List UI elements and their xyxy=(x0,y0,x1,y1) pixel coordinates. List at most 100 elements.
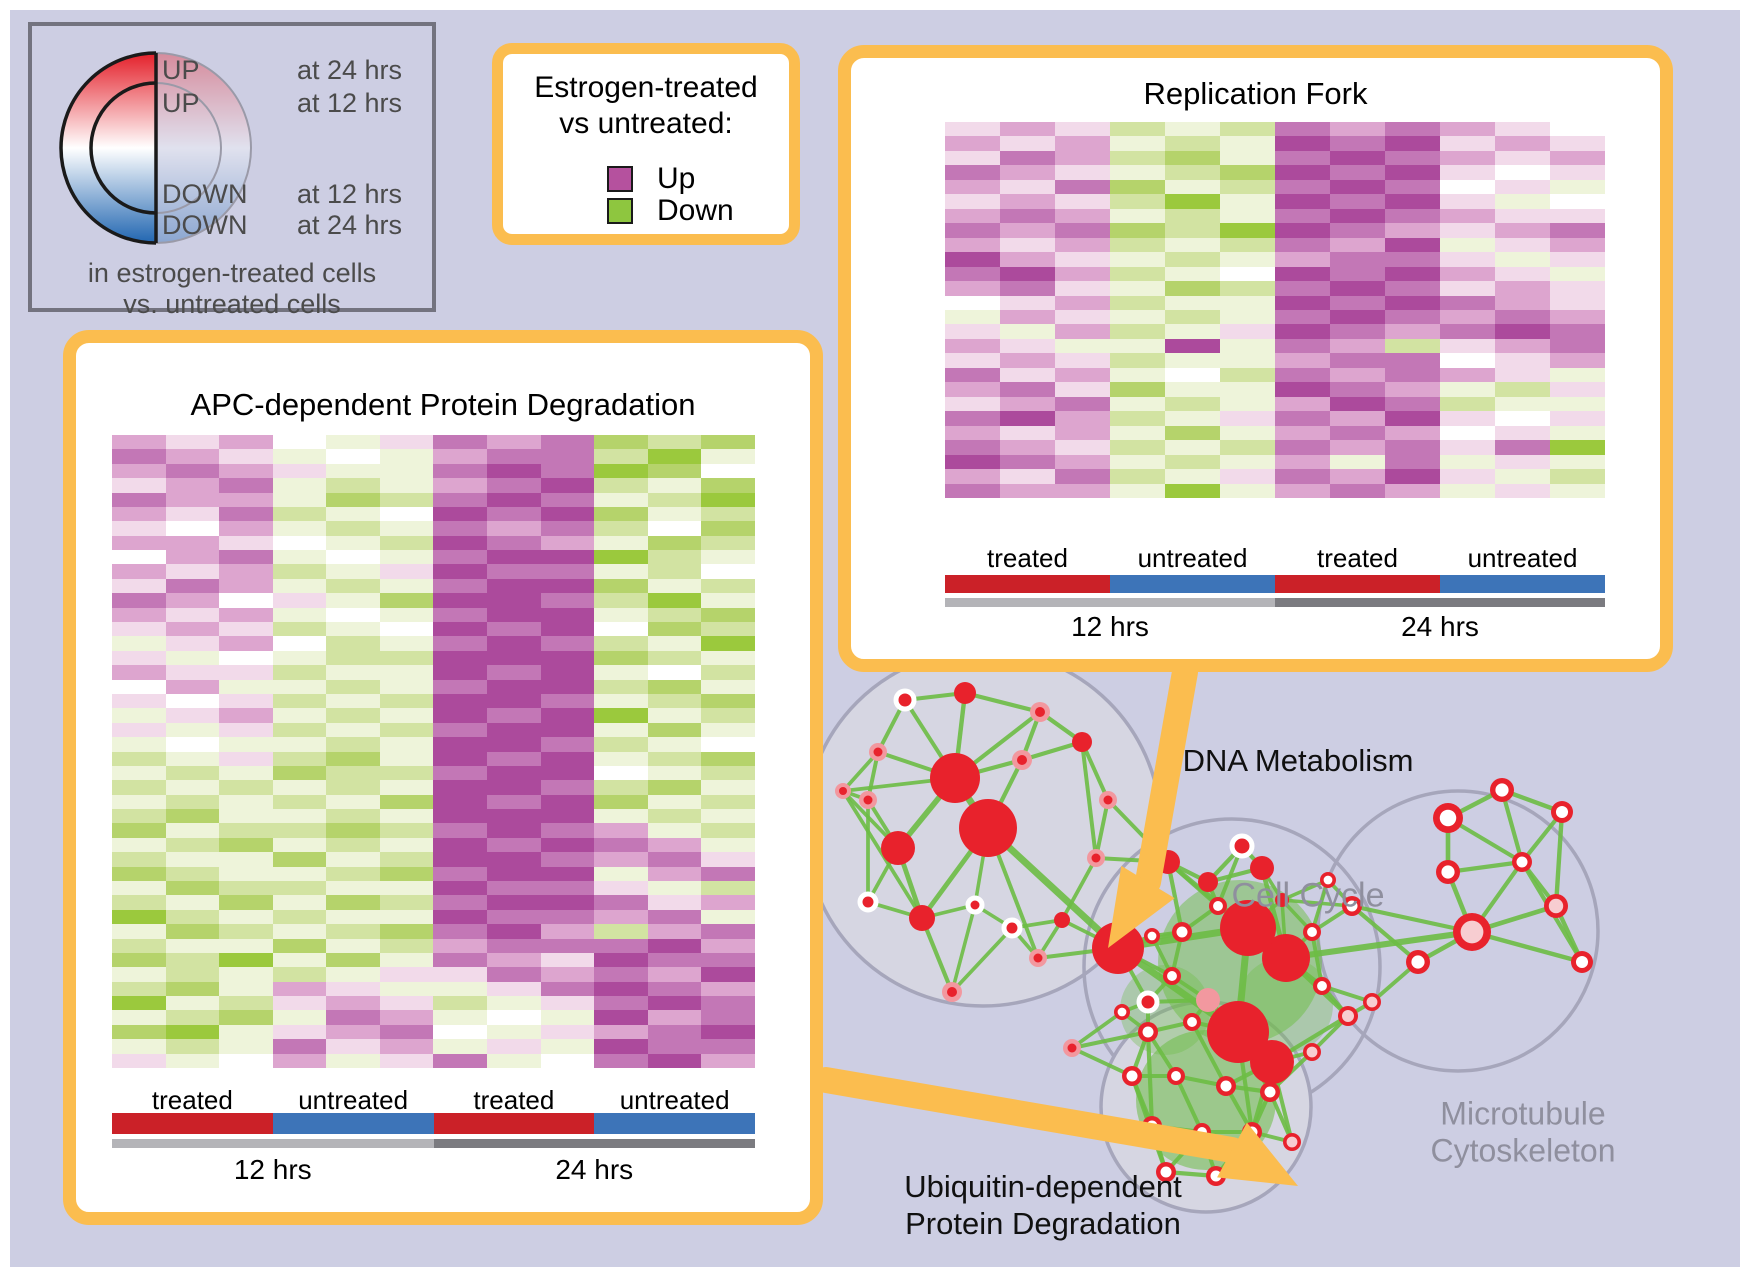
heatmap-cell xyxy=(219,435,273,450)
heatmap-cell xyxy=(1330,469,1385,484)
heatmap-cell xyxy=(272,737,327,752)
heatmap-cell xyxy=(379,564,434,579)
heatmap-cell xyxy=(1055,411,1110,426)
heatmap-cell xyxy=(1550,440,1605,455)
heatmap-cell xyxy=(1165,122,1220,137)
heatmap-cell xyxy=(219,578,273,594)
heatmap-cell xyxy=(487,449,541,464)
treatment-color-bar xyxy=(433,1113,595,1134)
heatmap-cell xyxy=(326,938,380,953)
heatmap-cell xyxy=(379,550,434,565)
heatmap-cell xyxy=(1055,295,1110,310)
heatmap-cell xyxy=(1385,440,1440,455)
heatmap-cell xyxy=(594,1010,648,1025)
heatmap-cell xyxy=(540,852,595,867)
heatmap-cell xyxy=(1165,469,1220,484)
heatmap-cell xyxy=(647,593,702,608)
heatmap-cell xyxy=(1110,367,1165,383)
estrogen-title-line1: Estrogen-treated xyxy=(534,71,758,104)
heatmap-cell xyxy=(1000,194,1055,209)
heatmap-cell xyxy=(1385,194,1440,209)
heatmap-cell xyxy=(1000,295,1055,310)
heatmap-cell xyxy=(165,578,220,594)
heatmap-cell xyxy=(1385,223,1440,238)
heatmap-cell xyxy=(1330,440,1385,455)
heatmap-cell xyxy=(647,521,702,536)
heatmap-cell xyxy=(701,952,755,968)
heatmap-cell xyxy=(1330,324,1385,339)
heatmap-cell xyxy=(1330,266,1385,282)
heatmap-cell xyxy=(379,952,434,968)
heatmap-cell xyxy=(1275,223,1330,238)
heatmap-cell xyxy=(1330,223,1385,238)
heatmap-cell xyxy=(219,607,273,623)
heatmap-cell xyxy=(1220,208,1275,224)
heatmap-cell xyxy=(1550,208,1605,224)
heatmap-cell xyxy=(594,981,648,997)
heatmap-cell xyxy=(701,478,755,493)
heatmap-cell xyxy=(945,338,1000,354)
heatmap-cell xyxy=(326,665,380,680)
heatmap-cell xyxy=(647,478,702,493)
heatmap-cell xyxy=(433,952,488,968)
heatmap-cell xyxy=(1165,179,1220,195)
heatmap-cell xyxy=(540,708,595,723)
legend-dir: DOWN xyxy=(162,179,248,209)
heatmap-cell xyxy=(1275,367,1330,383)
heatmap-cell xyxy=(1275,179,1330,195)
heatmap-cell xyxy=(487,765,541,781)
heatmap-cell xyxy=(272,852,327,867)
heatmap-cell xyxy=(112,866,166,881)
heatmap-cell xyxy=(701,1010,755,1025)
heatmap-cell xyxy=(1110,483,1165,498)
heatmap-cell xyxy=(379,506,434,522)
heatmap-cell xyxy=(379,794,434,810)
heatmap-cell xyxy=(165,924,220,939)
heatmap-cell xyxy=(701,996,755,1011)
heatmap-cell xyxy=(326,737,380,752)
heatmap-cell xyxy=(326,535,380,551)
heatmap-cell xyxy=(326,521,380,536)
heatmap-cell xyxy=(647,679,702,694)
heatmap-cell xyxy=(1165,223,1220,238)
heatmap-cell xyxy=(1385,425,1440,441)
heatmap-cell xyxy=(1110,382,1165,397)
heatmap-cell xyxy=(433,809,488,824)
heatmap-cell xyxy=(326,593,380,608)
heatmap-cell xyxy=(594,751,648,766)
heatmap-cell xyxy=(112,809,166,824)
heatmap-cell xyxy=(272,809,327,824)
heatmap-cell xyxy=(1275,396,1330,412)
heatmap-cell xyxy=(945,353,1000,368)
heatmap-cell xyxy=(701,578,755,594)
legend-row-down12: DOWN at 12 hrs xyxy=(162,180,402,208)
heatmap-cell xyxy=(326,809,380,824)
heatmap-cell xyxy=(165,636,220,651)
heatmap-cell xyxy=(219,650,273,666)
heatmap-cell xyxy=(1440,440,1495,455)
heatmap-cell xyxy=(433,1039,488,1054)
heatmap-cell xyxy=(1275,454,1330,470)
heatmap-cell xyxy=(165,765,220,781)
heatmap-cell xyxy=(112,463,166,479)
heatmap-cell xyxy=(701,607,755,623)
heatmap-cell xyxy=(487,665,541,680)
heatmap-cell xyxy=(165,506,220,522)
heatmap-cell xyxy=(165,435,220,450)
heatmap-cell xyxy=(540,650,595,666)
heatmap-cell xyxy=(647,650,702,666)
heatmap-cell xyxy=(165,521,220,536)
heatmap-cell xyxy=(379,1053,434,1068)
heatmap-cell xyxy=(701,737,755,752)
heatmap-cell xyxy=(272,550,327,565)
heatmap-cell xyxy=(1275,309,1330,325)
treatment-color-bar xyxy=(594,1113,755,1134)
heatmap-cell xyxy=(540,967,595,982)
heatmap-cell xyxy=(272,981,327,997)
legend-time: at 24 hrs xyxy=(296,55,402,85)
heatmap-cell xyxy=(487,952,541,968)
heatmap-cell xyxy=(1165,324,1220,339)
heatmap-cell xyxy=(1440,309,1495,325)
heatmap-cell xyxy=(326,578,380,594)
heatmap-cell xyxy=(326,463,380,479)
